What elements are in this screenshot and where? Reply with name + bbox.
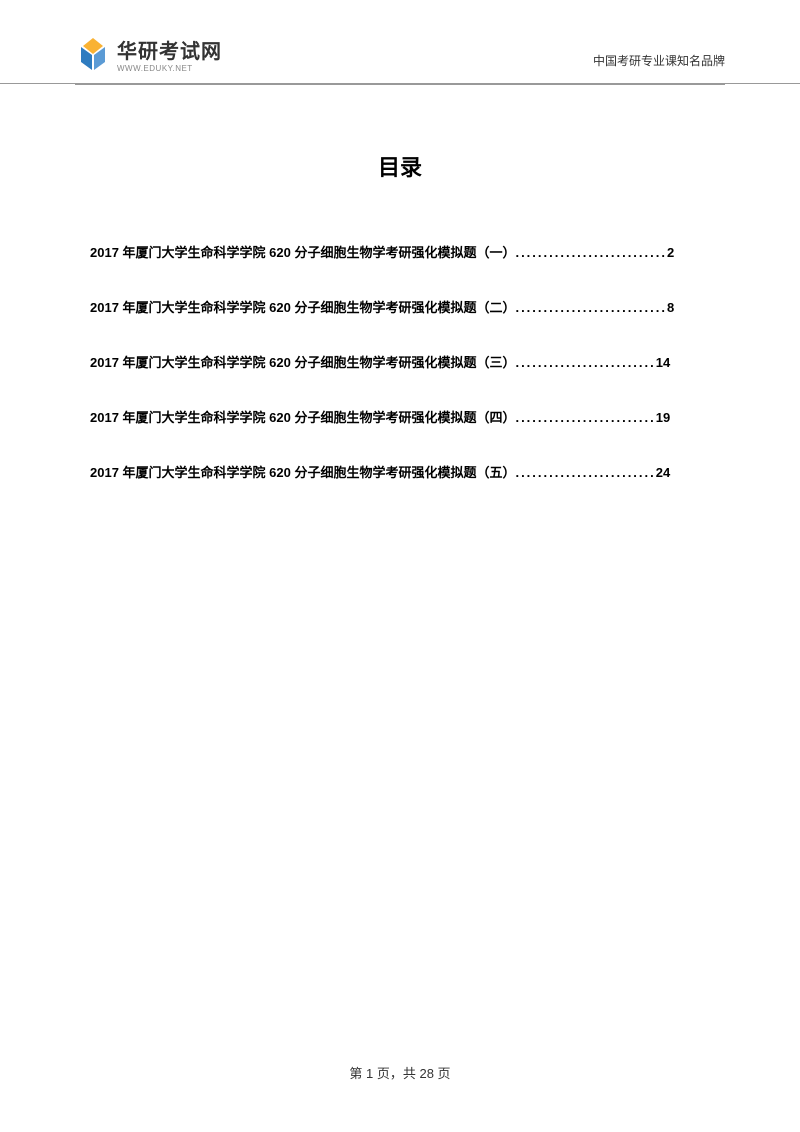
logo-text: 华研考试网 WWW.EDUKY.NET bbox=[117, 35, 222, 73]
toc-page: 19 bbox=[656, 410, 670, 425]
toc-page: 2 bbox=[667, 245, 674, 260]
toc-page: 14 bbox=[656, 355, 670, 370]
content-area: 目录 2017 年厦门大学生命科学学院 620 分子细胞生物学考研强化模拟题（一… bbox=[0, 85, 800, 481]
toc-label: 2017 年厦门大学生命科学学院 620 分子细胞生物学考研强化模拟题（四） bbox=[90, 407, 515, 426]
page-header: 华研考试网 WWW.EDUKY.NET 中国考研专业课知名品牌 bbox=[0, 0, 800, 84]
toc-entry: 2017 年厦门大学生命科学学院 620 分子细胞生物学考研强化模拟题（一） .… bbox=[90, 242, 710, 261]
tagline: 中国考研专业课知名品牌 bbox=[593, 52, 725, 73]
toc-dots: ........................... bbox=[515, 245, 667, 260]
toc-label: 2017 年厦门大学生命科学学院 620 分子细胞生物学考研强化模拟题（一） bbox=[90, 242, 515, 261]
toc-entry: 2017 年厦门大学生命科学学院 620 分子细胞生物学考研强化模拟题（二） .… bbox=[90, 297, 710, 316]
footer-text: 第 1 页，共 28 页 bbox=[349, 1066, 450, 1081]
toc-page: 8 bbox=[667, 300, 674, 315]
toc-entry: 2017 年厦门大学生命科学学院 620 分子细胞生物学考研强化模拟题（五） .… bbox=[90, 462, 710, 481]
toc-label: 2017 年厦门大学生命科学学院 620 分子细胞生物学考研强化模拟题（二） bbox=[90, 297, 515, 316]
logo-url: WWW.EDUKY.NET bbox=[117, 64, 222, 73]
logo-icon bbox=[75, 36, 111, 72]
toc-entry: 2017 年厦门大学生命科学学院 620 分子细胞生物学考研强化模拟题（三） .… bbox=[90, 352, 710, 371]
toc-dots: ......................... bbox=[515, 410, 655, 425]
toc-page: 24 bbox=[656, 465, 670, 480]
toc-list: 2017 年厦门大学生命科学学院 620 分子细胞生物学考研强化模拟题（一） .… bbox=[90, 242, 710, 481]
toc-title: 目录 bbox=[90, 150, 710, 182]
toc-label: 2017 年厦门大学生命科学学院 620 分子细胞生物学考研强化模拟题（五） bbox=[90, 462, 515, 481]
page-footer: 第 1 页，共 28 页 bbox=[0, 1063, 800, 1082]
logo-title: 华研考试网 bbox=[117, 35, 222, 64]
toc-label: 2017 年厦门大学生命科学学院 620 分子细胞生物学考研强化模拟题（三） bbox=[90, 352, 515, 371]
header-inner: 华研考试网 WWW.EDUKY.NET 中国考研专业课知名品牌 bbox=[75, 35, 725, 73]
toc-entry: 2017 年厦门大学生命科学学院 620 分子细胞生物学考研强化模拟题（四） .… bbox=[90, 407, 710, 426]
toc-dots: ......................... bbox=[515, 465, 655, 480]
logo-container: 华研考试网 WWW.EDUKY.NET bbox=[75, 35, 222, 73]
toc-dots: ......................... bbox=[515, 355, 655, 370]
toc-dots: ........................... bbox=[515, 300, 667, 315]
